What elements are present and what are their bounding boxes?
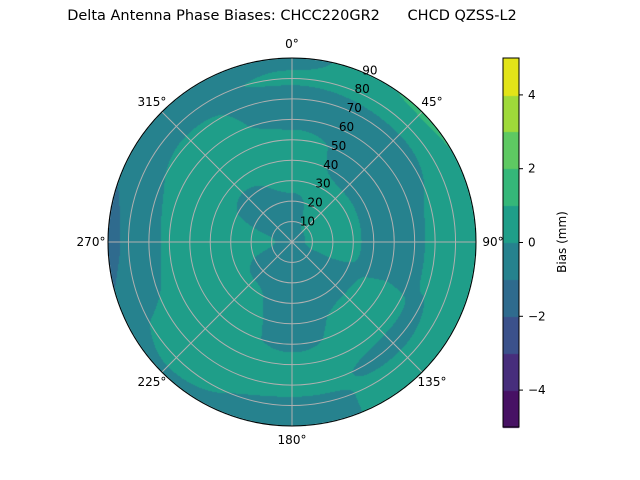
colorbar-tick-label: 0 (528, 236, 536, 250)
theta-tick-label: 0° (285, 37, 299, 51)
theta-tick-label: 225° (138, 375, 167, 389)
radial-tick-label: 70 (347, 101, 362, 115)
colorbar-tick-label: 4 (528, 88, 536, 102)
colorbar-label: Bias (mm) (555, 211, 569, 273)
radial-tick-label: 80 (354, 82, 369, 96)
theta-tick-label: 315° (138, 95, 167, 109)
angular-gridline (291, 111, 423, 243)
radial-tick-label: 20 (308, 196, 323, 210)
radial-tick-label: 40 (323, 158, 338, 172)
theta-tick-label: 90° (482, 235, 503, 249)
angular-gridline (161, 241, 293, 373)
radial-tick-label: 60 (339, 120, 354, 134)
radial-tick-label: 10 (300, 214, 315, 228)
angular-gridline (291, 241, 423, 373)
colorbar-tick-label: 2 (528, 162, 536, 176)
radial-tick-label: 90 (362, 63, 377, 77)
theta-tick-label: 45° (421, 95, 442, 109)
theta-tick-label: 180° (278, 433, 307, 447)
chart-title: Delta Antenna Phase Biases: CHCC220GR2 C… (67, 8, 517, 24)
angular-gridline (161, 111, 293, 243)
polar-frame (107, 57, 477, 427)
radial-tick-label: 50 (331, 139, 346, 153)
colorbar-tick-label: −2 (528, 309, 546, 323)
colorbar-tick-label: −4 (528, 383, 546, 397)
theta-tick-label: 270° (77, 235, 106, 249)
theta-tick-label: 135° (418, 375, 447, 389)
colorbar-frame (502, 57, 520, 428)
radial-tick-label: 30 (315, 177, 330, 191)
